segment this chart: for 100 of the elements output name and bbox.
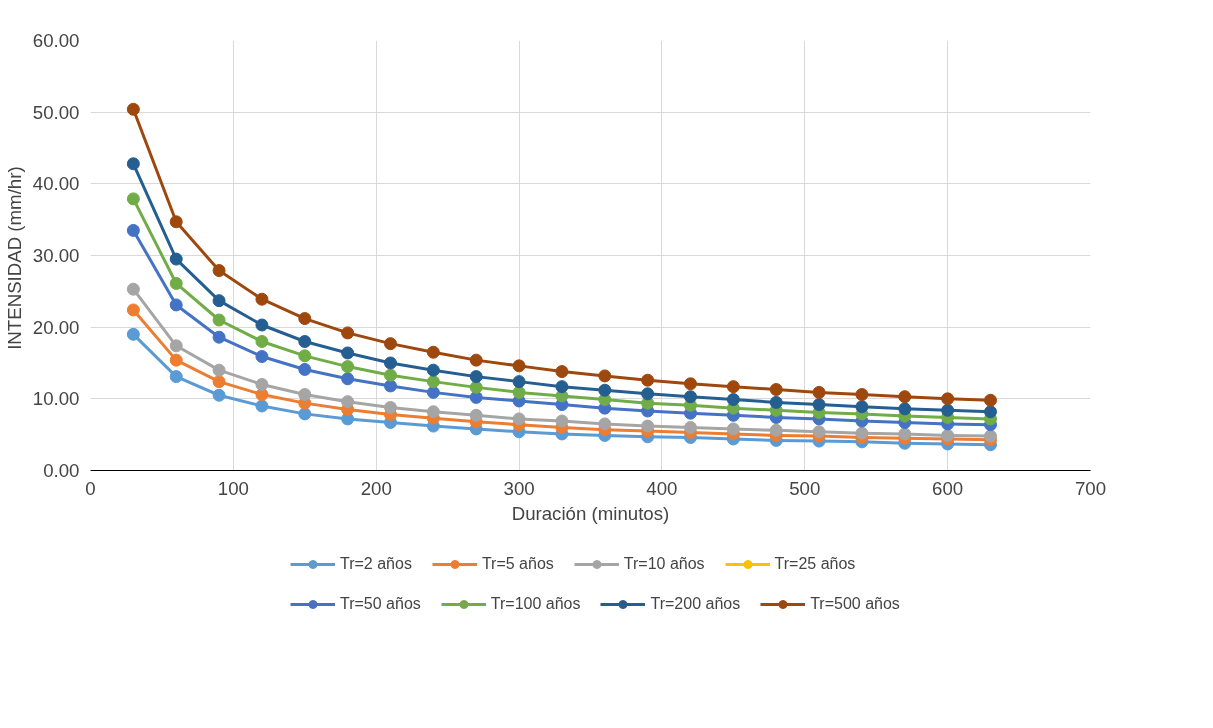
point <box>855 426 869 440</box>
legend-label: Tr=500 años <box>810 595 900 613</box>
point <box>684 377 697 391</box>
y-tick-label: 30.00 <box>32 245 80 266</box>
y-tick-label: 40.00 <box>32 173 80 195</box>
point <box>341 360 355 374</box>
point <box>212 294 226 308</box>
point <box>812 398 826 412</box>
legend-label: Tr=2 años <box>340 555 412 573</box>
point <box>941 403 955 417</box>
point <box>426 375 440 389</box>
point <box>426 405 440 419</box>
point <box>126 282 140 296</box>
point <box>984 405 997 419</box>
point <box>212 375 226 389</box>
point <box>255 350 269 364</box>
legend-label: Tr=100 años <box>490 595 581 613</box>
point <box>126 157 140 171</box>
point <box>812 425 826 439</box>
point <box>598 417 612 431</box>
y-axis-title: INTENSIDAD (mm/hr) <box>3 166 25 350</box>
point <box>598 383 612 397</box>
point <box>855 388 869 402</box>
point <box>169 353 183 367</box>
point <box>641 387 655 401</box>
point <box>298 407 312 421</box>
x-tick-label: 300 <box>503 477 535 499</box>
point <box>984 393 997 407</box>
point <box>726 393 740 407</box>
point <box>726 422 740 436</box>
point <box>512 385 526 399</box>
y-tick-label: 20.00 <box>32 316 80 338</box>
legend-label: Tr=25 años <box>774 555 856 573</box>
point <box>341 326 355 340</box>
point <box>855 400 869 414</box>
point <box>769 383 783 396</box>
point <box>469 408 483 422</box>
point <box>169 276 183 290</box>
point <box>384 337 397 351</box>
point <box>341 395 355 409</box>
point <box>298 312 312 326</box>
point <box>384 400 397 414</box>
point <box>512 375 526 389</box>
point <box>212 330 226 344</box>
y-tick-label: 50.00 <box>32 101 80 123</box>
point <box>255 292 269 306</box>
point <box>812 385 826 399</box>
point <box>298 362 312 376</box>
x-tick-label: 100 <box>217 477 249 499</box>
point <box>126 327 140 341</box>
point <box>469 353 483 367</box>
point <box>898 427 912 441</box>
point <box>341 346 355 360</box>
point <box>641 373 655 387</box>
point <box>169 339 183 353</box>
point <box>941 392 955 406</box>
point <box>212 388 226 402</box>
point <box>426 363 440 377</box>
x-tick-label: 200 <box>360 477 392 499</box>
point <box>898 390 912 404</box>
point <box>555 380 569 394</box>
y-tick-label: 0.00 <box>43 460 80 481</box>
point <box>255 378 269 391</box>
legend-label: Tr=200 años <box>650 595 741 613</box>
point <box>169 298 183 312</box>
point <box>941 428 955 442</box>
point <box>255 318 269 332</box>
point <box>555 414 569 428</box>
point <box>598 369 612 383</box>
point <box>384 379 397 393</box>
point <box>769 395 783 409</box>
x-tick-label: 600 <box>932 477 964 499</box>
point <box>555 365 569 379</box>
point <box>769 423 783 437</box>
point <box>726 380 740 394</box>
point <box>384 368 397 382</box>
legend-label: Tr=50 años <box>340 595 421 613</box>
point <box>169 252 183 266</box>
y-tick-label: 10.00 <box>32 388 80 410</box>
point <box>255 399 269 413</box>
point <box>126 102 140 116</box>
point <box>684 421 697 434</box>
point <box>984 429 997 443</box>
x-tick-label: 0 <box>85 477 96 499</box>
y-tick-label: 60.00 <box>32 30 80 51</box>
legend-label: Tr=5 años <box>481 555 554 573</box>
point <box>469 380 483 394</box>
point <box>384 356 397 370</box>
point <box>512 412 526 426</box>
point <box>341 372 355 386</box>
point <box>298 335 312 348</box>
x-axis-title: Duración (minutos) <box>511 502 670 524</box>
point <box>169 370 183 384</box>
point <box>126 192 140 206</box>
point <box>298 349 312 363</box>
x-tick-label: 500 <box>789 477 821 499</box>
point <box>426 345 440 359</box>
point <box>212 363 226 377</box>
point <box>512 359 526 373</box>
x-tick-label: 400 <box>646 477 678 499</box>
